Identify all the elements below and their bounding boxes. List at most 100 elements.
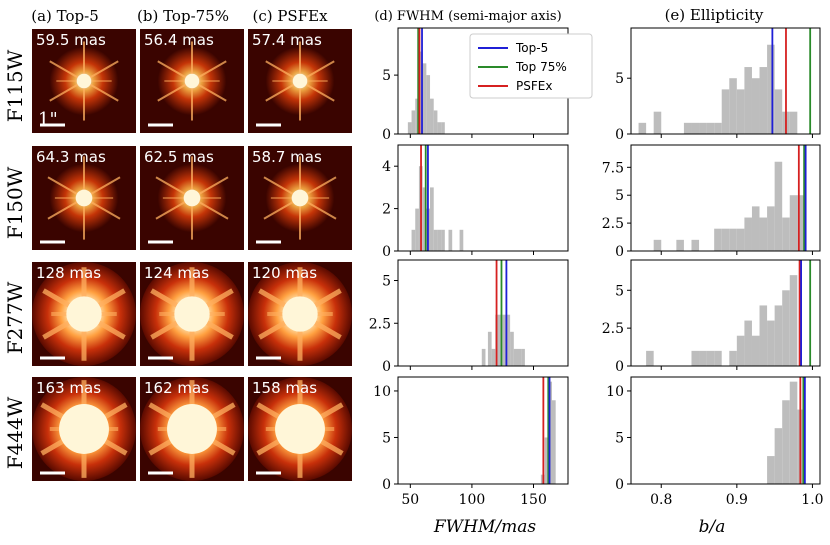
y-tick-label: 5: [615, 430, 624, 446]
histogram-bar: [751, 335, 760, 366]
histogram-bar: [441, 229, 445, 251]
histogram-bar: [759, 305, 768, 366]
stamp-fwhm-label: 64.3 mas: [36, 148, 106, 166]
filter-label-f444w: F444W: [3, 396, 27, 469]
y-tick-label: 0: [382, 244, 391, 260]
scale-bar-label: 1": [38, 109, 58, 130]
histogram-bar: [729, 228, 737, 251]
histogram-bar: [691, 122, 700, 134]
y-tick-label: 0: [615, 477, 624, 493]
stamp-core: [59, 404, 109, 454]
histogram-panel-e-f115w: 05: [615, 27, 821, 143]
histogram-bar: [729, 350, 737, 366]
histogram-bar: [646, 350, 654, 366]
axes-frame: [397, 144, 569, 252]
histogram-bar: [714, 122, 722, 134]
histogram-bar: [491, 348, 496, 366]
y-tick-label: 2.5: [602, 321, 624, 337]
histogram-bar: [521, 348, 525, 366]
histogram-bar: [426, 75, 431, 134]
histogram-bar: [418, 51, 423, 134]
histogram-bar: [699, 350, 707, 366]
stamp-fwhm-label: 128 mas: [36, 264, 101, 282]
col-title-b: (b) Top-75%: [137, 7, 229, 25]
histogram-bar: [706, 350, 715, 366]
histogram-bar: [448, 229, 453, 251]
histogram-bar: [487, 331, 492, 366]
histogram-bar: [551, 400, 556, 484]
y-tick-label: 5: [615, 188, 624, 204]
filter-label-f150w: F150W: [3, 166, 27, 239]
stamp-core: [184, 73, 200, 89]
histogram-bar: [411, 110, 416, 134]
y-tick-label: 5: [615, 71, 624, 87]
axes-frame: [397, 259, 569, 367]
histogram-bar: [714, 350, 722, 366]
x-tick-label: 0.8: [650, 492, 672, 508]
stamp-fwhm-label: 120 mas: [252, 264, 317, 282]
y-tick-label: 10: [606, 384, 624, 400]
psf-stamp: 162 mas: [140, 377, 244, 481]
col-title-d: (d) FWHM (semi-major axis): [374, 9, 561, 24]
histogram-bar: [767, 206, 775, 251]
histogram-bar: [736, 335, 745, 366]
y-tick-label: 5: [382, 430, 391, 446]
histogram-bar: [513, 348, 518, 366]
histogram-bar: [433, 110, 438, 134]
histogram-bar: [653, 111, 662, 134]
stamp-core: [282, 296, 318, 332]
histogram-bar: [782, 290, 790, 366]
x-tick-label: 0.9: [726, 492, 748, 508]
ellipticity-axis-label: b/a: [699, 517, 726, 537]
x-tick-label: 1.0: [801, 492, 823, 508]
histogram-bar: [517, 348, 522, 366]
histogram-bar: [751, 78, 760, 134]
y-tick-label: 0: [615, 244, 624, 260]
histogram-bar: [774, 305, 783, 366]
histogram-bar: [430, 98, 434, 134]
histogram-bar: [789, 195, 798, 251]
histogram-panel-e-f277w: 02.55: [602, 259, 821, 375]
stamp-core: [275, 404, 325, 454]
stamp-fwhm-label: 58.7 mas: [252, 148, 322, 166]
stamp-core: [292, 73, 308, 89]
y-tick-label: 0: [382, 127, 391, 143]
histogram-bar: [433, 229, 438, 251]
y-tick-label: 10: [373, 384, 391, 400]
histogram-bar: [683, 122, 692, 134]
histogram-bar: [437, 122, 442, 134]
histogram-bar: [774, 89, 783, 134]
histogram-bar: [407, 122, 412, 134]
histogram-bar: [759, 217, 768, 251]
histogram-bar: [638, 122, 647, 134]
histogram-bar: [437, 229, 442, 251]
histogram-bar: [767, 44, 775, 134]
psf-stamp: 64.3 mas: [32, 146, 136, 250]
y-tick-label: 5: [382, 68, 391, 84]
histogram-bar: [544, 437, 549, 484]
y-tick-label: 2: [382, 202, 391, 218]
histogram-bar: [415, 98, 419, 134]
histogram-bar: [797, 195, 805, 251]
legend-label-psfex: PSFEx: [516, 79, 552, 93]
histogram-bar: [676, 239, 684, 251]
psf-stamp: 158 mas: [248, 377, 352, 481]
axes-frame: [630, 259, 821, 367]
stamp-fwhm-label: 163 mas: [36, 379, 101, 397]
histogram-bar: [744, 320, 752, 366]
psf-stamp: 58.7 mas: [248, 146, 352, 250]
histogram-bar: [411, 229, 416, 251]
col-title-e: (e) Ellipticity: [665, 6, 764, 24]
y-tick-label: 0: [615, 359, 624, 375]
psf-stamp: 128 mas: [32, 262, 136, 366]
col-title-a: (a) Top-5: [31, 7, 99, 25]
legend: Top-5 Top 75% PSFEx: [469, 33, 593, 99]
histogram-panel-d-f277w: 02.55: [369, 259, 569, 375]
histogram-bar: [422, 63, 427, 135]
axes-frame: [630, 144, 821, 252]
histogram-bar: [653, 239, 662, 251]
histogram-bar: [481, 348, 486, 366]
y-tick-label: 2.5: [369, 316, 391, 332]
histogram-bar: [782, 217, 790, 251]
